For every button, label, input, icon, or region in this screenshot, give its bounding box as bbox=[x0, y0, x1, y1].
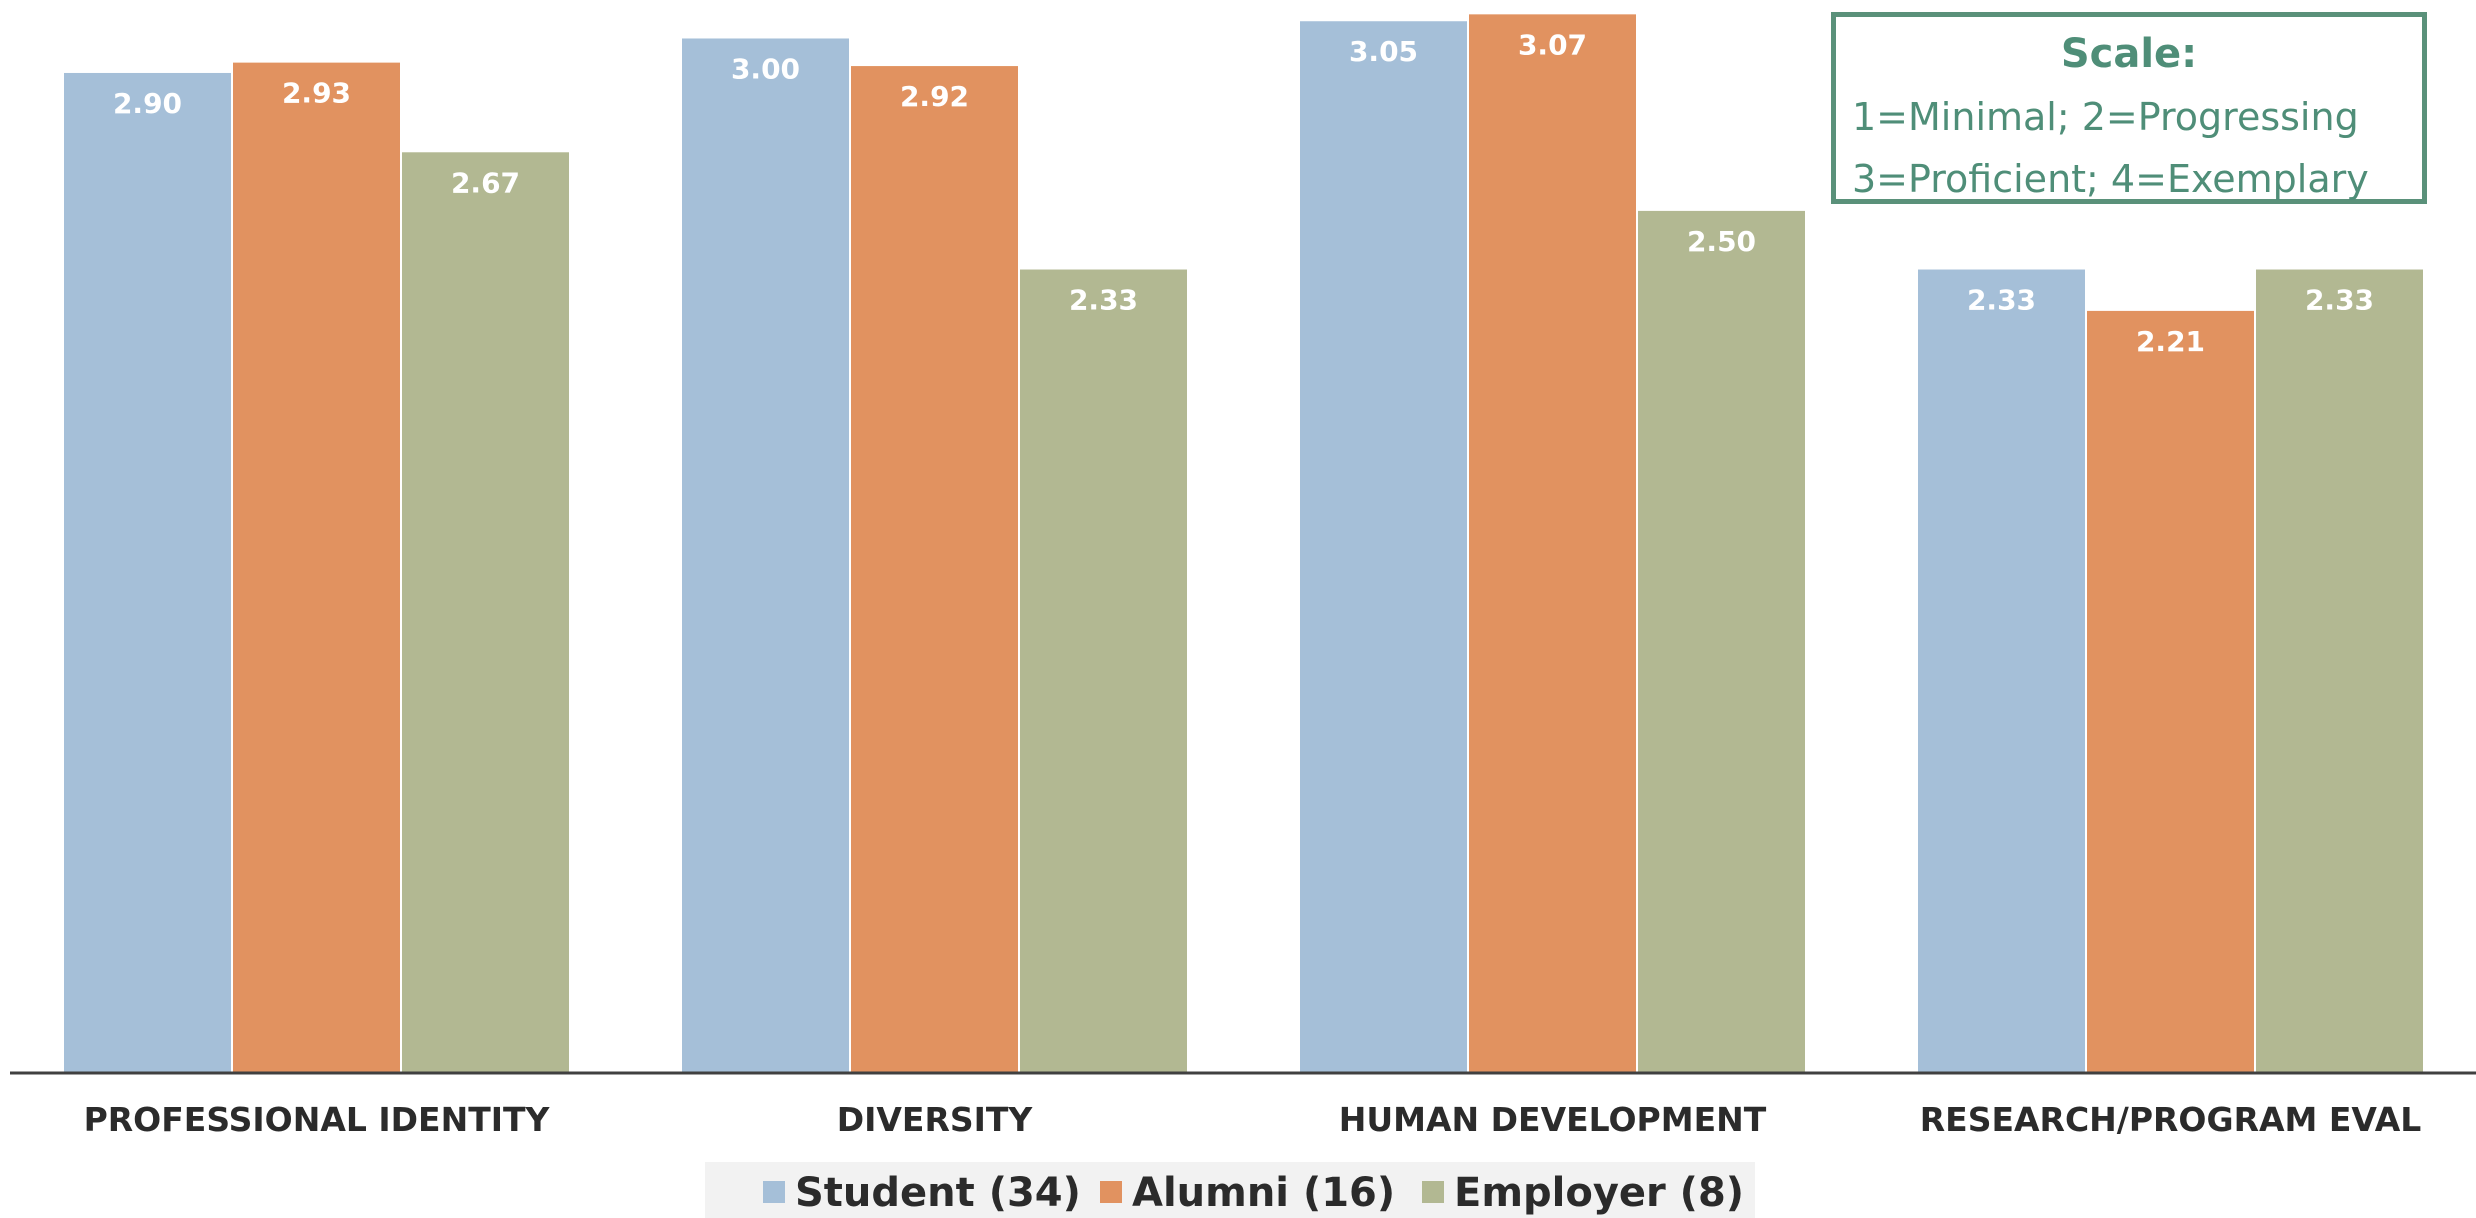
bar-student-2 bbox=[1300, 21, 1467, 1073]
bar-value-label: 2.21 bbox=[2136, 325, 2205, 358]
bar-value-labels: 2.90 2.93 2.67 3.00 2.92 2.33 3.05 3.07 2.50 2.33… bbox=[113, 28, 2374, 358]
category-label: HUMAN DEVELOPMENT bbox=[1339, 1100, 1767, 1139]
bar-employer-1 bbox=[1020, 269, 1187, 1073]
legend-label: Student (34) bbox=[795, 1170, 1081, 1216]
bar-value-label: 2.50 bbox=[1687, 225, 1756, 258]
bar-student-1 bbox=[682, 38, 849, 1073]
bar-value-label: 2.93 bbox=[282, 77, 351, 110]
category-label: RESEARCH/PROGRAM EVAL bbox=[1920, 1100, 2422, 1139]
legend-swatch bbox=[1422, 1181, 1444, 1203]
bar-value-label: 2.67 bbox=[451, 166, 520, 199]
bar-value-label: 2.33 bbox=[1069, 284, 1138, 317]
bar-alumni-2 bbox=[1469, 14, 1636, 1073]
bar-value-label: 2.92 bbox=[900, 80, 969, 113]
category-label: DIVERSITY bbox=[837, 1100, 1034, 1139]
bar-alumni-0 bbox=[233, 62, 400, 1074]
bars-group bbox=[64, 14, 2423, 1074]
bar-value-label: 2.90 bbox=[113, 87, 182, 120]
legend-background bbox=[705, 1162, 1755, 1218]
category-labels: PROFESSIONAL IDENTITY DIVERSITY HUMAN DEVE… bbox=[84, 1100, 2422, 1139]
legend-label: Alumni (16) bbox=[1132, 1170, 1395, 1216]
bar-value-label: 3.07 bbox=[1518, 28, 1587, 61]
bar-value-label: 2.33 bbox=[2305, 284, 2374, 317]
legend-swatch bbox=[763, 1181, 785, 1203]
legend: Student (34) Alumni (16) Employer (8) bbox=[763, 1170, 1744, 1216]
scale-line-1: 1=Minimal; 2=Progressing bbox=[1852, 95, 2359, 139]
bar-alumni-1 bbox=[851, 66, 1018, 1073]
bar-student-0 bbox=[64, 72, 231, 1073]
scale-line-2: 3=Proficient; 4=Exemplary bbox=[1852, 157, 2369, 201]
scale-annotation-box: Scale: 1=Minimal; 2=Progressing 3=Profic… bbox=[1831, 12, 2427, 204]
bar-employer-0 bbox=[402, 152, 569, 1073]
scale-title: Scale: bbox=[2060, 31, 2198, 77]
bar-value-label: 3.00 bbox=[731, 52, 800, 85]
legend-label: Employer (8) bbox=[1454, 1170, 1744, 1216]
bar-student-3 bbox=[1918, 269, 2085, 1073]
bar-value-label: 2.33 bbox=[1967, 284, 2036, 317]
legend-swatch bbox=[1100, 1181, 1122, 1203]
bar-alumni-3 bbox=[2087, 310, 2254, 1073]
bar-employer-2 bbox=[1638, 210, 1805, 1074]
category-label: PROFESSIONAL IDENTITY bbox=[84, 1100, 551, 1139]
bar-employer-3 bbox=[2256, 269, 2423, 1073]
bar-value-label: 3.05 bbox=[1349, 35, 1418, 68]
